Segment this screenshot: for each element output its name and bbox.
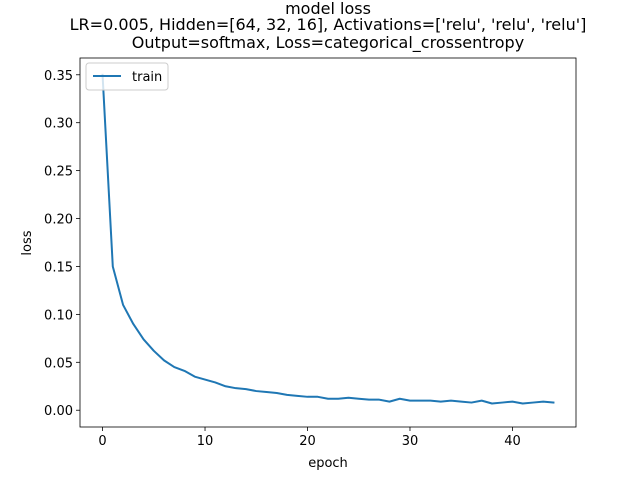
x-tick-label: 0 xyxy=(98,434,106,449)
y-tick-label: 0.05 xyxy=(44,356,73,371)
chart-subtitle-output-loss: Output=softmax, Loss=categorical_crossen… xyxy=(132,33,524,53)
chart-title: model loss xyxy=(285,0,371,18)
x-tick-label: 40 xyxy=(504,434,521,449)
legend-box xyxy=(85,62,169,91)
x-axis-ticks: 0 10 20 30 40 xyxy=(98,427,521,449)
y-axis-label: loss xyxy=(20,230,35,255)
plot-area xyxy=(80,58,576,427)
legend: train xyxy=(85,62,169,91)
y-axis-ticks: 0.00 0.05 0.10 0.15 0.20 0.25 0.30 0.35 xyxy=(44,69,80,419)
legend-label-train: train xyxy=(132,70,162,85)
y-tick-label: 0.20 xyxy=(44,213,73,228)
y-tick-label: 0.35 xyxy=(44,69,73,84)
axes-frame xyxy=(79,57,577,428)
y-tick-label: 0.15 xyxy=(44,260,73,275)
x-tick-label: 30 xyxy=(402,434,419,449)
series-layer xyxy=(101,73,555,405)
y-tick-label: 0.25 xyxy=(44,165,73,180)
x-tick-label: 20 xyxy=(299,434,316,449)
x-tick-label: 10 xyxy=(197,434,214,449)
y-tick-label: 0.00 xyxy=(44,404,73,419)
y-tick-label: 0.30 xyxy=(44,117,73,132)
y-tick-label: 0.10 xyxy=(44,308,73,323)
series-line-train xyxy=(101,73,555,405)
x-axis-label: epoch xyxy=(308,456,348,471)
chart-subtitle-hyperparams: LR=0.005, Hidden=[64, 32, 16], Activatio… xyxy=(70,15,587,34)
